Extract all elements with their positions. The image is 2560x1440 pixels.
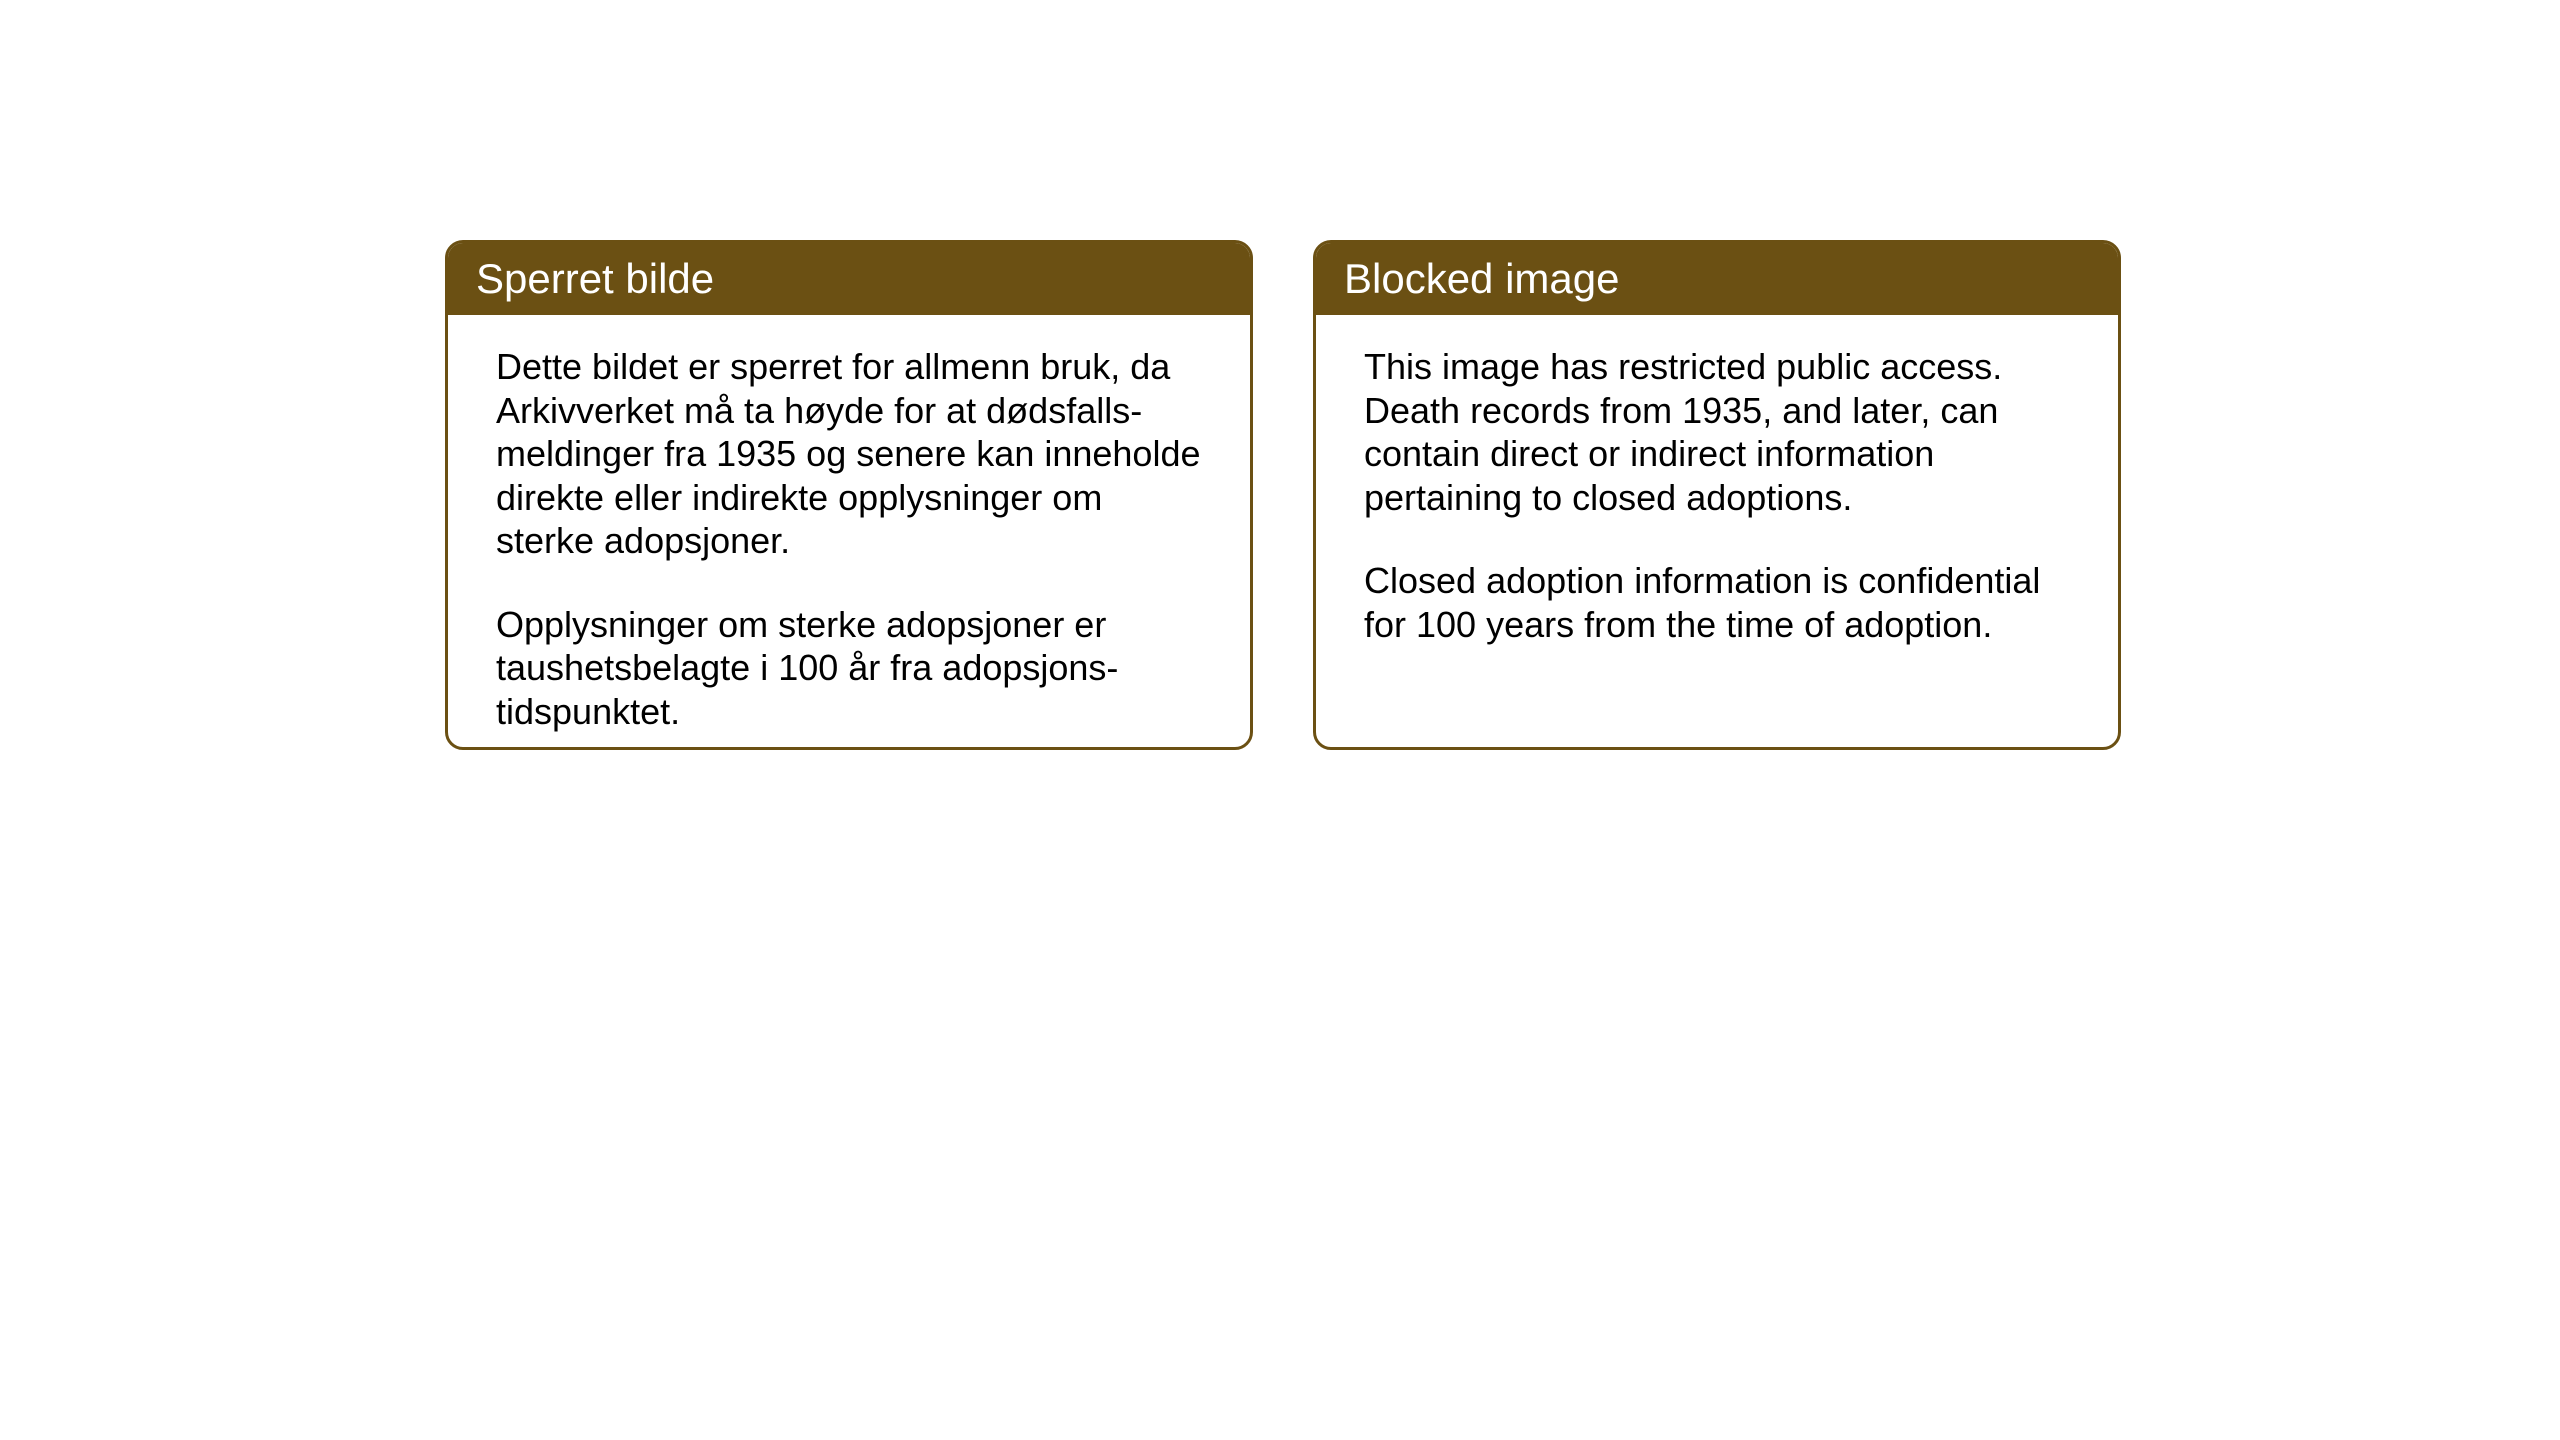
english-notice-card: Blocked image This image has restricted … (1313, 240, 2121, 750)
notice-container: Sperret bilde Dette bildet er sperret fo… (445, 240, 2121, 750)
norwegian-paragraph-2: Opplysninger om sterke adopsjoner er tau… (496, 603, 1202, 734)
english-card-body: This image has restricted public access.… (1316, 315, 2118, 676)
english-card-title: Blocked image (1316, 243, 2118, 315)
english-paragraph-1: This image has restricted public access.… (1364, 345, 2070, 519)
norwegian-card-title: Sperret bilde (448, 243, 1250, 315)
norwegian-card-body: Dette bildet er sperret for allmenn bruk… (448, 315, 1250, 750)
norwegian-notice-card: Sperret bilde Dette bildet er sperret fo… (445, 240, 1253, 750)
english-paragraph-2: Closed adoption information is confident… (1364, 559, 2070, 646)
norwegian-paragraph-1: Dette bildet er sperret for allmenn bruk… (496, 345, 1202, 563)
